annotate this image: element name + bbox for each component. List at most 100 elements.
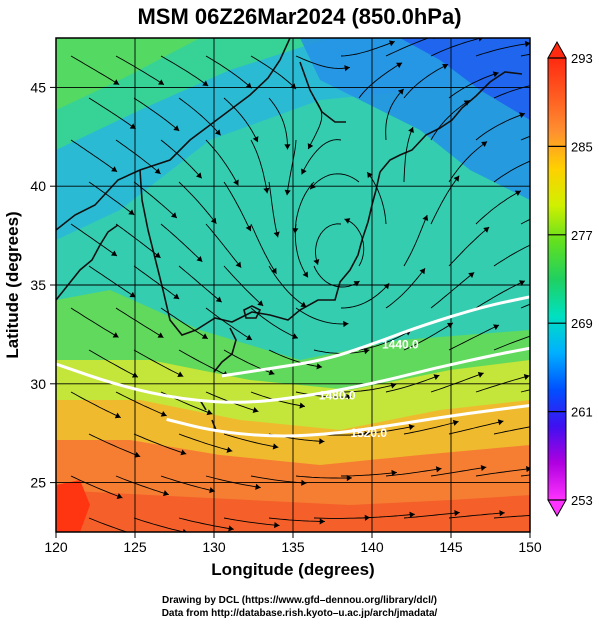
streamline [448,420,504,435]
streamline-arrow [570,378,576,384]
streamline-arrow [499,510,505,517]
streamline-arrow [346,474,352,482]
x-tick-label: 140 [360,539,384,555]
contour-line [166,404,530,438]
streamline-arrow [206,409,213,416]
streamline-arrow [514,190,521,196]
streamline [160,475,215,492]
streamline [403,214,428,267]
streamline [475,42,530,57]
streamline-arrow [255,483,261,490]
streamline [268,97,288,150]
streamline [385,468,442,477]
contour-label: 1440.0 [382,337,419,351]
y-tick-label: 40 [30,178,46,194]
streamline-arrow [245,225,252,232]
streamline [88,265,136,298]
x-tick-labels: 120 125 130 135 140 145 150 [44,539,542,555]
streamline-arrow [541,329,547,335]
wind-streamlines [70,38,595,532]
streamline-arrow [477,371,484,378]
streamline [133,265,180,300]
streamline [358,425,415,435]
streamline [493,335,530,351]
streamline-arrow [301,479,307,486]
streamline [178,181,217,224]
streamline-arrow [492,71,499,78]
streamline-arrow [300,301,307,308]
streamline [301,139,342,175]
streamline-arrow [319,438,325,445]
streamline-arrow [588,336,594,342]
streamline-arrow [587,165,593,171]
streamline-arrow [284,189,291,196]
streamline-arrow [364,431,370,438]
y-tick-label: 45 [30,79,46,95]
streamline-arrow [228,525,234,532]
streamline-arrow [114,412,121,419]
streamline [88,97,136,130]
streamline [366,171,387,225]
streamline [70,307,119,338]
streamline [223,433,279,448]
coastlines [56,38,523,431]
streamline [448,226,490,267]
streamline [385,38,430,57]
streamline [178,433,233,452]
streamline-arrow [131,372,138,378]
streamline [385,88,405,141]
streamline [250,55,297,90]
streamline [205,223,242,268]
streamline [88,433,141,458]
streamline [341,383,397,393]
streamline [403,126,414,183]
streamline [133,181,178,219]
streamline-arrow [545,512,550,518]
streamline-arrow [129,291,136,298]
streamline [385,268,426,309]
streamline-arrow [284,144,291,150]
streamline-arrow [524,40,530,48]
streamline [475,190,522,225]
streamline [133,349,184,377]
streamline [475,375,530,393]
streamline [358,513,415,519]
streamline-arrow [173,125,180,131]
streamline-arrow [453,175,460,182]
streamline-arrow [268,369,275,376]
colorbar-label: 293 [571,51,593,66]
streamline [88,349,139,378]
streamline-arrow [422,215,429,222]
streamline-arrow [390,382,397,389]
contour-labels: 1440.0 1480.0 1520.0 [319,337,419,440]
streamline-arrow [134,451,141,458]
streamline [250,307,299,339]
streamline-arrow [196,255,203,262]
streamline [430,466,487,477]
streamline-arrow [397,88,404,95]
streamline [448,512,505,519]
streamline-arrow [589,87,594,93]
credit-line-1: Drawing by DCL (https://www.gfd–dennou.o… [161,595,437,606]
streamline [223,97,259,143]
colorbar-label: 285 [571,139,593,154]
streamline [133,433,187,455]
streamline-arrow [214,129,221,136]
streamline-arrow [590,514,595,520]
streamline [403,421,459,435]
streamline-arrow [272,443,279,450]
streamline [340,282,390,309]
colorbar-ticks: 293 285 277 269 261 253 [548,51,593,508]
streamline [205,475,261,489]
contour-line [221,295,530,378]
streamline-arrow [233,179,239,186]
streamline-arrow [319,518,325,525]
x-tick-label: 145 [439,539,463,555]
streamline-arrow [537,238,543,244]
streamline [475,468,530,477]
streamline [539,517,595,518]
streamline [430,272,475,309]
streamline [403,322,454,351]
y-axis-label: Latitude (degrees) [3,211,22,358]
streamline-arrow [344,65,350,72]
